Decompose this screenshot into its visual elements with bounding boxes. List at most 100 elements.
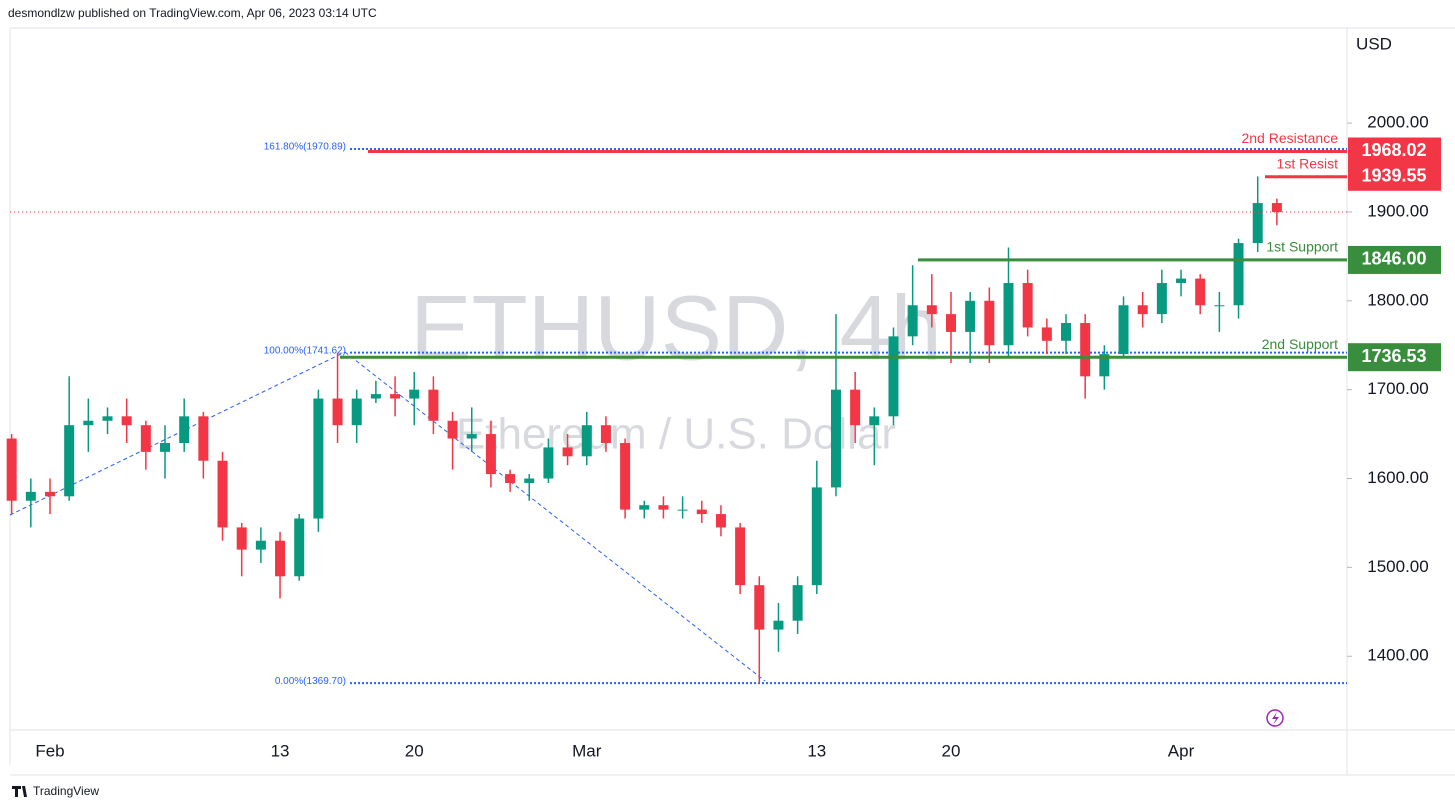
candle-body (6, 438, 17, 501)
footer: TradingView (33, 784, 99, 798)
candle-body (1118, 305, 1129, 355)
candle-body (735, 527, 746, 586)
candle-body (639, 505, 650, 510)
candle-body (945, 314, 956, 332)
candle-body (754, 585, 765, 630)
candle-body (140, 425, 151, 452)
x-tick-label: Mar (572, 741, 602, 760)
candle-body (907, 305, 918, 337)
candle-body (715, 514, 726, 528)
candle-body (1041, 327, 1052, 341)
candle-body (83, 420, 94, 426)
candle-body (1176, 278, 1187, 284)
level-axis-box (1348, 245, 1441, 274)
y-tick-label: 1500.00 (1367, 557, 1428, 576)
y-tick-label: 1600.00 (1367, 468, 1428, 487)
fib-label: 161.80%(1970.89) (264, 142, 346, 153)
candle-body (965, 300, 976, 332)
candle-body (984, 300, 995, 346)
candle-body (773, 620, 784, 630)
candle-body (811, 487, 822, 586)
candle-body (1271, 203, 1282, 212)
candle-body (600, 425, 611, 443)
x-tick-label: Apr (1168, 741, 1195, 760)
candle-body (830, 389, 841, 488)
candle-body (466, 434, 477, 439)
candle-body (332, 398, 343, 426)
x-tick-label: 20 (405, 741, 424, 760)
level-axis-box (1348, 162, 1441, 191)
x-tick-label: 13 (807, 741, 826, 760)
candle-body (677, 509, 688, 511)
candle-body (1099, 354, 1110, 377)
y-tick-label: 1900.00 (1367, 201, 1428, 220)
level-name: 2nd Support (1262, 336, 1338, 352)
x-tick-label: 20 (942, 741, 961, 760)
candle-body (121, 416, 132, 426)
x-tick-label: Feb (35, 741, 64, 760)
candle-body (1022, 283, 1033, 328)
candle-body (1080, 323, 1091, 377)
candle-body (792, 585, 803, 621)
currency: USD (1356, 34, 1392, 53)
header: desmondlzw published on TradingView.com,… (8, 6, 377, 20)
candle-body (888, 336, 899, 417)
candle-body (102, 416, 113, 421)
candle-body (1156, 283, 1167, 315)
watermark-title: ETHUSD, 4h (410, 277, 942, 379)
candle-body (179, 416, 190, 443)
logo: TradingView (12, 784, 99, 798)
candle-body (294, 518, 305, 577)
level-value-label: 1968.02 (1361, 140, 1426, 160)
event-icon (1272, 712, 1279, 725)
candle-body (351, 398, 362, 426)
trend-line (344, 351, 766, 682)
level-value-label: 1939.55 (1361, 166, 1426, 186)
candle-body (926, 305, 937, 315)
candle-body (236, 527, 247, 550)
candle-body (1214, 305, 1225, 307)
candle-body (850, 389, 861, 426)
y-tick-label: 1700.00 (1367, 379, 1428, 398)
candle-body (505, 474, 516, 483)
candle-body (581, 425, 592, 457)
candle-body (313, 398, 324, 519)
candle-body (543, 447, 554, 479)
candle-body (485, 434, 496, 475)
candle-body (1252, 203, 1263, 244)
candle-body (1061, 323, 1072, 341)
candle-body (390, 394, 401, 399)
candle-body (658, 505, 669, 510)
event-icon[interactable] (1266, 709, 1284, 727)
y-tick-label: 2000.00 (1367, 113, 1428, 132)
level-value-label: 1736.53 (1361, 346, 1426, 366)
candle-body (64, 425, 75, 497)
candle-body (45, 491, 55, 497)
candle-body (409, 389, 420, 399)
trend-line (9, 351, 346, 516)
candle-body (25, 491, 36, 501)
y-tick-label: 1400.00 (1367, 646, 1428, 665)
candle-body (524, 478, 535, 483)
candle-body (1003, 283, 1014, 346)
candle-body (217, 460, 228, 528)
candle-body (428, 389, 439, 421)
y-tick-label: 1800.00 (1367, 290, 1428, 309)
level-name: 1st Resist (1277, 156, 1339, 172)
candle-body (620, 442, 631, 510)
level-name: 1st Support (1266, 239, 1338, 255)
candle-body (562, 447, 573, 457)
level-axis-box (1348, 137, 1441, 166)
level-name: 2nd Resistance (1241, 130, 1338, 146)
fib-label: 0.00%(1369.70) (275, 676, 346, 687)
candle-body (1233, 243, 1244, 306)
candle-body (447, 420, 458, 439)
candle-body (160, 442, 171, 452)
watermark-subtitle: Ethereum / U.S. Dollar (456, 410, 896, 459)
fib-label: 100.00%(1741.62) (264, 345, 346, 356)
candle-body (869, 416, 880, 426)
level-axis-box (1348, 343, 1441, 372)
candle-body (1195, 278, 1206, 306)
candle-body (198, 416, 209, 461)
